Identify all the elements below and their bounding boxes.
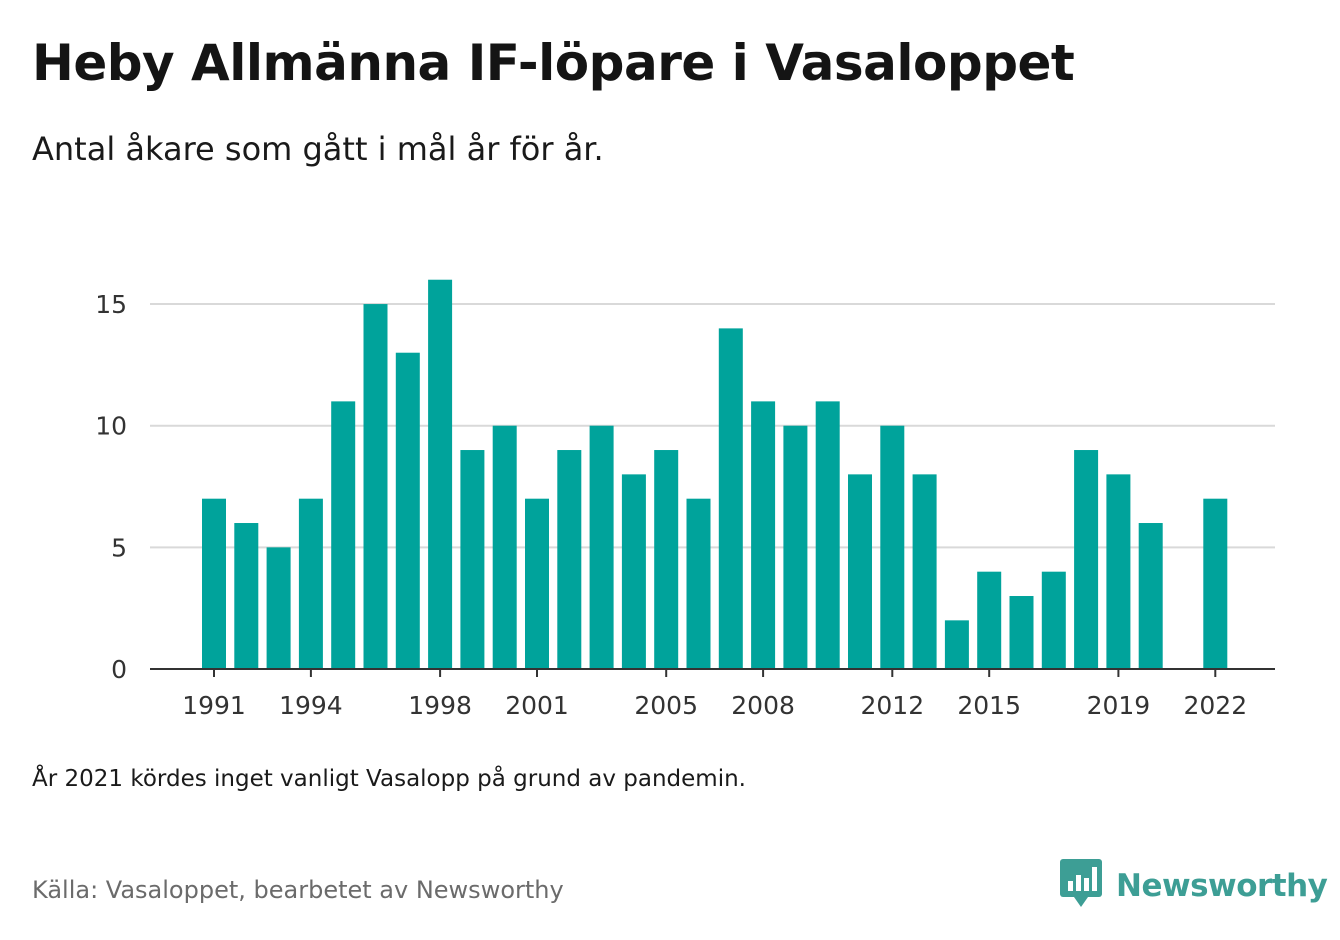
chart-title: Heby Allmänna IF-löpare i Vasaloppet [32, 34, 1075, 92]
bar [848, 474, 872, 669]
bar-chart: 0 5 10 15 1991 1994 1998 2001 2005 2008 2012 2015 2… [95, 279, 1275, 720]
bar [395, 352, 420, 669]
bar [1138, 523, 1163, 669]
bar [1203, 498, 1228, 669]
y-tick-label: 15 [95, 290, 127, 319]
bar [880, 425, 905, 669]
x-tick-label: 1991 [182, 691, 246, 720]
y-axis-labels: 0 5 10 15 [95, 290, 127, 684]
bar [815, 401, 840, 669]
bar [331, 401, 356, 669]
x-tick-label: 2015 [957, 691, 1021, 720]
bar [525, 498, 549, 669]
x-tick-label: 1994 [279, 691, 343, 720]
bar [363, 304, 388, 669]
bar [621, 474, 646, 669]
bar [1074, 450, 1099, 669]
bar [589, 425, 614, 669]
y-tick-label: 10 [95, 412, 127, 441]
x-tick-label: 2005 [634, 691, 698, 720]
y-tick-label: 5 [111, 533, 127, 562]
x-axis [150, 668, 1275, 677]
x-tick-label: 2019 [1087, 691, 1151, 720]
bar [460, 450, 485, 669]
y-tick-label: 0 [111, 655, 127, 684]
x-tick-label: 2001 [505, 691, 569, 720]
brand-name: Newsworthy [1116, 868, 1328, 904]
bar [266, 547, 291, 669]
bar [492, 425, 517, 669]
bars [202, 279, 1228, 669]
bar [428, 279, 453, 669]
bar [234, 523, 259, 669]
bar [1106, 474, 1131, 669]
bar [686, 498, 711, 669]
bar [944, 620, 969, 669]
bar [1009, 596, 1034, 669]
source-text: Källa: Vasaloppet, bearbetet av Newswort… [32, 876, 564, 904]
bar [557, 450, 582, 669]
x-tick-label: 2022 [1183, 691, 1247, 720]
bar [1041, 571, 1066, 669]
newsworthy-logo-icon [1060, 859, 1102, 913]
x-axis-labels: 1991 1994 1998 2001 2005 2008 2012 2015 2019 2022 [182, 691, 1247, 720]
x-tick-label: 2012 [860, 691, 924, 720]
x-tick-label: 2008 [731, 691, 795, 720]
x-tick-label: 1998 [408, 691, 472, 720]
chart-subtitle: Antal åkare som gått i mål år för år. [32, 130, 604, 168]
newsworthy-logo: Newsworthy [1060, 859, 1328, 913]
footnote: År 2021 kördes inget vanligt Vasalopp på… [32, 766, 746, 792]
bar [654, 450, 679, 669]
bar [977, 571, 1002, 669]
bar [718, 328, 743, 669]
bar [202, 498, 226, 669]
bar [783, 425, 808, 669]
bar [751, 401, 776, 669]
bar [912, 474, 937, 669]
bar [298, 498, 323, 669]
